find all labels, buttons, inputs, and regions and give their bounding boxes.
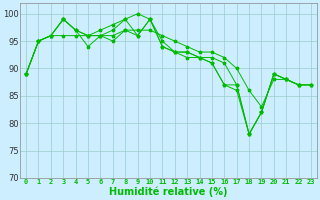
X-axis label: Humidité relative (%): Humidité relative (%) [109,187,228,197]
